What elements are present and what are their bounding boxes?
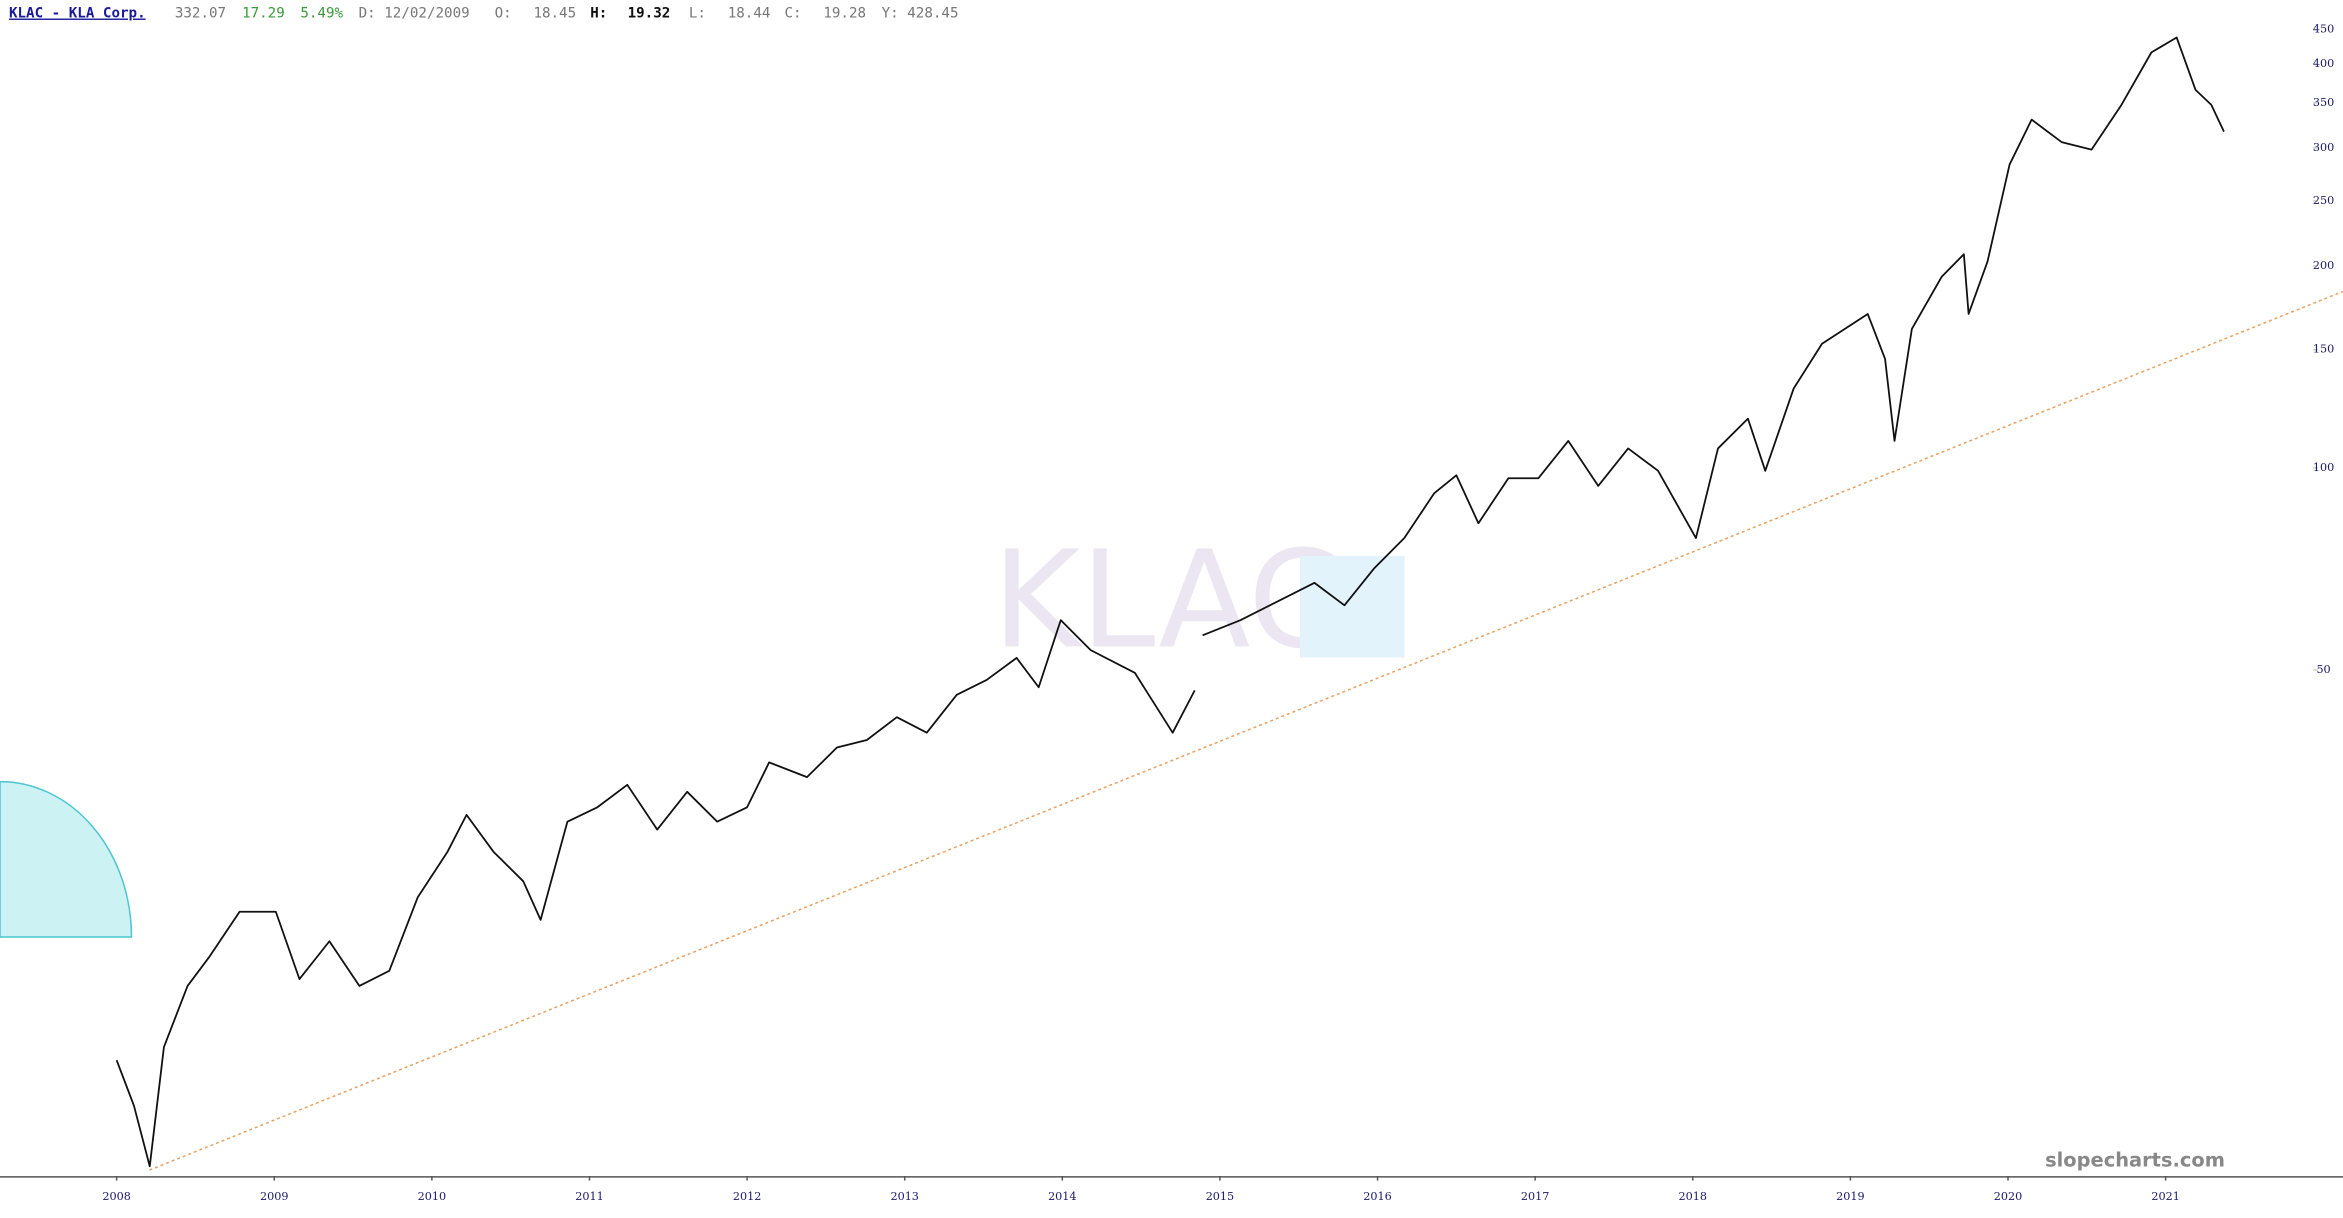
decoration	[0, 780, 133, 938]
x-tick-label: 2019	[1836, 1190, 1864, 1203]
date: D: 12/02/2009	[359, 6, 470, 22]
close: 19.28	[823, 6, 866, 22]
change: 17.29	[242, 6, 285, 22]
x-tick-label: 2014	[1048, 1190, 1076, 1203]
low: 18.44	[728, 6, 771, 22]
close-label: C:	[784, 6, 801, 22]
x-tick-label: 2017	[1521, 1190, 1549, 1203]
low-label: L:	[689, 6, 706, 22]
symbol-link[interactable]: KLAC - KLA Corp.	[9, 6, 146, 22]
high-label: H:	[590, 6, 607, 22]
y-tick-label: 100	[2313, 461, 2334, 474]
trend-line	[149, 290, 2343, 1171]
x-tick-label: 2016	[1363, 1190, 1391, 1203]
y-tick-label: 150	[2313, 343, 2334, 356]
x-tick-label: 2015	[1206, 1190, 1234, 1203]
watermark: KLAC	[992, 521, 1342, 678]
y-tick-label: 350	[2313, 96, 2334, 109]
last-price: 332.07	[175, 6, 226, 22]
year-high: Y: 428.45	[882, 6, 959, 22]
high: 19.32	[628, 6, 671, 22]
x-tick-label: 2010	[418, 1190, 446, 1203]
x-tick-label: 2012	[733, 1190, 761, 1203]
open-label: O:	[495, 6, 512, 22]
x-tick-label: 2021	[2151, 1190, 2179, 1203]
price-line	[115, 36, 2225, 1168]
watermark-logo	[1300, 555, 1405, 658]
y-tick-label: 300	[2313, 141, 2334, 154]
y-tick-label: 400	[2313, 57, 2334, 70]
open: 18.45	[533, 6, 576, 22]
y-tick-label: 200	[2313, 259, 2334, 272]
x-tick-label: 2011	[575, 1190, 603, 1203]
x-tick-label: 2009	[260, 1190, 288, 1203]
y-tick-label: 250	[2313, 194, 2334, 207]
source: slopecharts.com	[2045, 1149, 2225, 1172]
change-pct: 5.49%	[300, 6, 343, 22]
x-tick-label: 2018	[1679, 1190, 1707, 1203]
x-tick-label: 2008	[102, 1190, 130, 1203]
x-tick-label: 2020	[1994, 1190, 2022, 1203]
y-tick-label: 450	[2313, 23, 2334, 36]
x-tick-label: 2013	[890, 1190, 918, 1203]
y-tick-label: 50	[2316, 663, 2330, 676]
